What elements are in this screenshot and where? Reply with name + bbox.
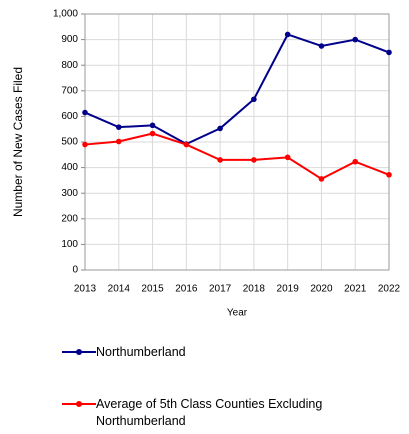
point (251, 96, 257, 103)
legend-entry: Average of 5th Class Counties Excluding … (62, 396, 386, 430)
legend-label: Northumberland (96, 345, 186, 359)
x-tick-label: 2021 (344, 284, 367, 295)
x-tick-label: 2016 (175, 284, 198, 295)
y-axis-label: Number of New Cases Filed (11, 66, 25, 218)
point (217, 125, 223, 132)
point (82, 141, 88, 148)
series-line (84, 132, 390, 181)
x-tick-label: 2014 (108, 284, 131, 295)
y-tick-label: 100 (61, 239, 78, 250)
point (352, 36, 359, 43)
x-tick-label: 2020 (310, 284, 333, 295)
x-tick-label: 2022 (378, 284, 401, 295)
series-line (84, 33, 390, 146)
point (318, 43, 325, 49)
x-tick-label: 2019 (277, 284, 300, 295)
x-tick-label: 2018 (243, 284, 266, 295)
point (149, 122, 156, 129)
legend-label: Average of 5th Class Counties Excluding … (96, 397, 323, 428)
y-tick-label: 1,000 (53, 9, 78, 20)
legend-entry: Northumberland (62, 344, 386, 361)
point (82, 109, 88, 116)
point (352, 158, 359, 165)
x-tick-label: 2013 (74, 284, 97, 295)
y-tick-label: 800 (61, 60, 78, 71)
point (284, 31, 291, 38)
point (284, 154, 291, 161)
y-tick-label: 300 (61, 188, 78, 199)
legend-swatch (62, 396, 96, 413)
point (183, 141, 190, 148)
legend-swatch (62, 344, 96, 361)
y-tick-label: 900 (61, 34, 78, 45)
point (251, 157, 257, 163)
x-tick-label: 2017 (209, 284, 232, 295)
point (386, 49, 392, 56)
y-tick-label: 600 (61, 111, 78, 122)
point (386, 171, 392, 178)
y-tick-label: 500 (61, 137, 78, 148)
point (318, 176, 325, 182)
point (149, 130, 156, 137)
point (217, 157, 223, 163)
point (115, 124, 122, 130)
point (115, 138, 122, 145)
x-tick-label: 2015 (141, 284, 164, 295)
y-tick-label: 200 (61, 213, 78, 224)
y-tick-label: 0 (72, 265, 78, 276)
y-tick-label: 700 (61, 85, 78, 96)
y-tick-label: 400 (61, 162, 78, 173)
x-axis-label: Year (227, 308, 248, 319)
